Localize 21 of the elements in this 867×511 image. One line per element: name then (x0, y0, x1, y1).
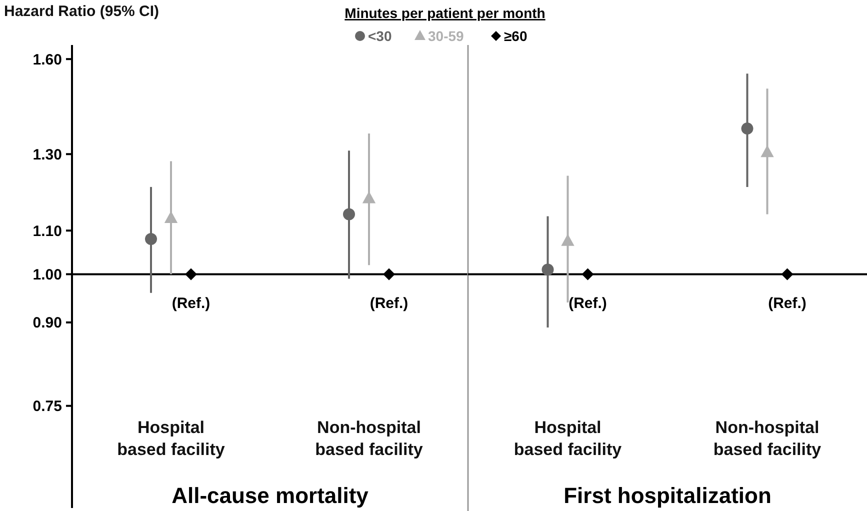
y-tick-label: 1.30 (32, 146, 62, 164)
y-tick-label: 1.10 (32, 222, 62, 240)
legend-label: 30-59 (428, 28, 464, 44)
annotation: First hospitalization (564, 483, 772, 508)
legend-label: ≥60 (504, 28, 528, 44)
x-tick-label: Hospital based facility (117, 418, 226, 459)
x-tick-label: Hospital based facility (514, 418, 622, 459)
y-tick-label: 0.75 (32, 398, 62, 416)
x-tick-label: Non-hospital based facility (315, 418, 424, 459)
y-tick-label: 1.60 (32, 51, 62, 68)
y-tick-label: 1.00 (32, 266, 62, 284)
data-label: (Ref.) (768, 295, 806, 312)
data-label: (Ref.) (172, 295, 210, 312)
data-label: (Ref.) (568, 295, 607, 312)
x-tick-label: Non-hospital based facility (713, 418, 822, 459)
legend-label: <30 (368, 28, 392, 44)
y-axis-title: Hazard Ratio (95% CI) (4, 3, 160, 20)
legend-title: Minutes per patient per month (344, 5, 546, 21)
data-label: (Ref.) (370, 295, 408, 312)
y-tick-label: 0.90 (32, 314, 62, 332)
annotation: All-cause mortality (172, 483, 370, 508)
